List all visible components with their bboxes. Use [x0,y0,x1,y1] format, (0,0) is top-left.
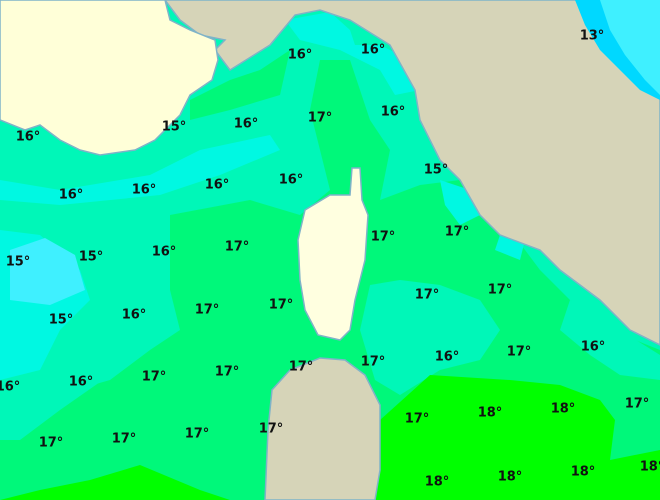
temperature-label: 17° [506,344,532,360]
zone-14-west [10,238,85,305]
temperature-label: 17° [624,396,650,412]
zone-15-north [285,12,420,95]
zone-16-east [360,280,500,395]
temperature-label: 18° [639,459,660,475]
temperature-label: 17° [258,421,284,437]
temperature-label: 15° [5,254,31,270]
temperature-label: 17° [288,359,314,375]
corsica-land [297,167,369,341]
zone-17-north [190,50,290,120]
temperature-label: 17° [224,239,250,255]
temperature-label: 16° [131,182,157,198]
temperature-label: 13° [579,28,605,44]
temperature-label: 16° [233,116,259,132]
temperature-label: 17° [307,110,333,126]
temperature-label: 18° [497,469,523,485]
temperature-label: 17° [360,354,386,370]
temperature-label: 15° [48,312,74,328]
zone-15-east [440,180,525,260]
zone-18-southwest [0,465,230,500]
temperature-label: 17° [214,364,240,380]
temperature-label: 16° [15,129,41,145]
temperature-label: 16° [0,379,21,395]
temperature-label: 18° [550,401,576,417]
temperature-label: 17° [141,369,167,385]
temperature-label: 16° [204,177,230,193]
temperature-label: 16° [278,172,304,188]
zone-16-southeast [560,300,660,380]
temperature-label: 18° [570,464,596,480]
temperature-label: 17° [370,229,396,245]
zone-14-corner [600,0,660,95]
temperature-label: 17° [487,282,513,298]
temperature-label: 15° [78,249,104,265]
temperature-label: 17° [444,224,470,240]
temperature-label: 17° [194,302,220,318]
temperature-label: 16° [360,42,386,58]
temperature-label: 17° [414,287,440,303]
temperature-label: 15° [423,162,449,178]
zone-18-south [375,375,660,500]
temperature-label: 17° [38,435,64,451]
temperature-label: 16° [287,47,313,63]
temperature-label: 17° [268,297,294,313]
zone-15-west [0,135,280,380]
temperature-label: 16° [380,104,406,120]
temperature-label: 16° [434,349,460,365]
france-land [0,0,219,156]
temperature-label: 16° [58,187,84,203]
temperature-label: 17° [404,411,430,427]
temperature-label: 16° [580,339,606,355]
temperature-label: 16° [68,374,94,390]
temperature-label: 17° [111,431,137,447]
temperature-label: 15° [161,119,187,135]
sardinia-land [264,357,381,500]
temperature-label: 16° [121,307,147,323]
temperature-label: 18° [477,405,503,421]
zone-16-southwest [0,375,110,440]
temperature-label: 16° [151,244,177,260]
temperature-label: 18° [424,474,450,490]
temperature-label: 17° [184,426,210,442]
